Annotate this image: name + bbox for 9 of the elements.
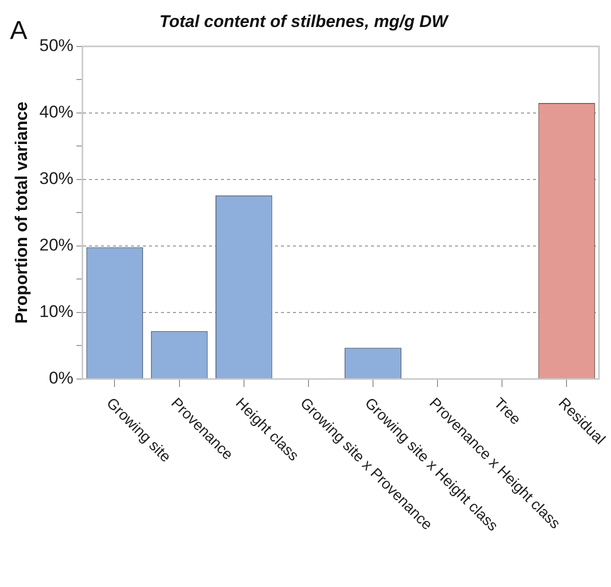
y-tick-label: 40% [39,102,74,122]
chart-title: Total content of stilbenes, mg/g DW [159,12,450,31]
y-tick-label: 30% [39,169,74,188]
text: A [10,15,28,46]
y-tick-label: 0% [48,368,74,388]
y-axis-title: Proportion of total variance [12,102,31,324]
y-tick-label: 50% [39,36,74,56]
y-tick-label: 10% [39,302,74,322]
y-tick-label: 20% [39,236,74,255]
